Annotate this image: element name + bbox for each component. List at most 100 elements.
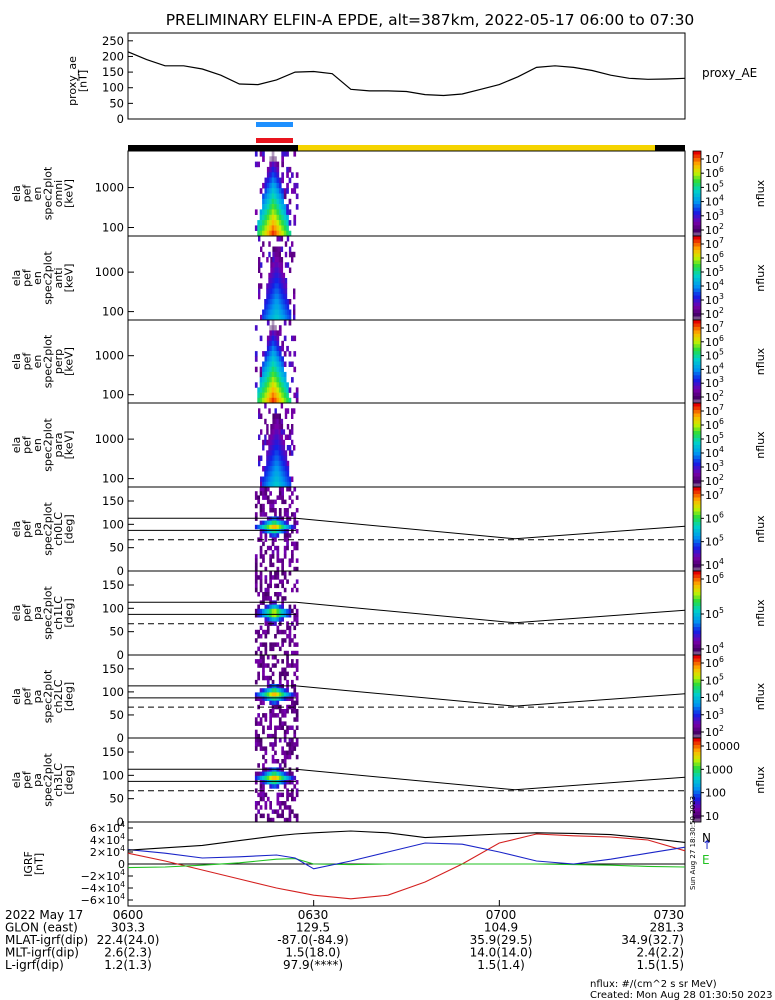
heatmap-cell — [291, 257, 294, 263]
heatmap-cell — [257, 592, 260, 597]
heatmap-cell — [274, 262, 277, 268]
heatmap-cell — [266, 471, 269, 477]
heatmap-cell — [278, 629, 282, 635]
colorbar-cell — [693, 574, 701, 579]
heatmap-cell — [254, 382, 258, 388]
heatmap-cell — [280, 278, 284, 284]
heatmap-cell — [276, 520, 280, 526]
created-note: Created: Mon Aug 28 01:30:50 2023 — [590, 990, 773, 1000]
heatmap-cell — [271, 499, 275, 505]
heatmap-cell — [274, 583, 277, 589]
heatmap-cell — [288, 692, 292, 697]
heatmap-cell — [264, 356, 268, 362]
heatmap-cell — [291, 558, 294, 563]
heatmap-cell — [283, 575, 287, 580]
spectrogram-perp — [254, 320, 299, 404]
colorbar-cell — [693, 713, 701, 718]
heatmap-cell — [283, 675, 287, 681]
heatmap-cell — [269, 571, 272, 576]
heatmap-cell — [262, 659, 265, 664]
heatmap-cell — [276, 725, 280, 730]
colorbar-cell — [693, 595, 701, 600]
heatmap-cell — [276, 476, 279, 482]
ylabel-line: perp — [52, 349, 65, 374]
heatmap-cell — [271, 754, 275, 760]
heatmap-cell — [270, 293, 273, 300]
colorbar-cell — [693, 776, 701, 781]
heatmap-cell — [280, 418, 284, 425]
ytick-label: 1000 — [95, 432, 124, 446]
heatmap-cell — [259, 738, 263, 743]
heatmap-cell — [274, 529, 277, 534]
heatmap-cell — [278, 646, 282, 652]
heatmap-cell — [283, 382, 287, 388]
heatmap-cell — [288, 775, 292, 781]
heatmap-cell — [259, 487, 263, 492]
colorbar-cell — [693, 665, 701, 670]
heatmap-cell — [280, 246, 284, 252]
heatmap-cell — [254, 738, 258, 743]
heatmap-cell — [283, 220, 287, 226]
heatmap-cell — [293, 613, 297, 618]
heatmap-cell — [271, 541, 275, 547]
heatmap-cell — [276, 278, 279, 284]
heatmap-cell — [286, 688, 289, 693]
heatmap-cell — [286, 262, 290, 268]
heatmap-cell — [295, 650, 299, 656]
ylabel-line: ela — [10, 605, 23, 622]
colorbar-cell — [693, 703, 701, 708]
heatmap-cell — [259, 700, 263, 706]
heatmap-cell — [286, 172, 289, 178]
heatmap-cell — [266, 499, 270, 505]
heatmap-cell — [278, 314, 281, 321]
heatmap-cell — [284, 283, 288, 289]
ytick-label: 100 — [102, 305, 124, 319]
heatmap-cell — [278, 377, 282, 383]
ytick-label: 1000 — [95, 349, 124, 363]
heatmap-cell — [274, 418, 277, 425]
heatmap-cell — [278, 424, 281, 430]
colorbar-cell — [693, 207, 701, 212]
heatmap-cell — [269, 397, 272, 404]
heatmap-cell — [280, 314, 284, 321]
heatmap-cell — [278, 288, 281, 294]
heatmap-cell — [282, 450, 286, 456]
heatmap-cell — [276, 230, 280, 237]
colorbar-cell — [693, 675, 701, 680]
heatmap-cell — [278, 413, 281, 419]
heatmap-cell — [259, 587, 263, 593]
colorbar-tick-label: 104 — [705, 690, 724, 705]
heatmap-cell — [271, 696, 275, 701]
heatmap-cell — [262, 314, 265, 321]
heatmap-cell — [264, 182, 268, 189]
heatmap-cell — [264, 366, 268, 373]
heatmap-cell — [271, 642, 275, 647]
heatmap-cell — [257, 397, 260, 404]
colorbar-cell — [693, 420, 701, 425]
heatmap-cell — [274, 230, 277, 237]
colorbar-cell — [693, 696, 701, 701]
heatmap-cell — [269, 382, 272, 388]
heatmap-cell — [266, 320, 270, 326]
heatmap-cell — [295, 621, 299, 626]
heatmap-cell — [262, 696, 265, 701]
heatmap-cell — [262, 445, 265, 451]
heatmap-cell — [276, 642, 280, 647]
colorbar-cell — [693, 320, 701, 324]
heatmap-cell — [295, 193, 299, 200]
units-note: nflux: #/(cm^2 s sr MeV) — [590, 979, 717, 990]
heatmap-cell — [268, 445, 271, 451]
heatmap-cell — [278, 721, 282, 726]
heatmap-cell — [281, 780, 284, 785]
heatmap-cell — [259, 813, 263, 819]
heatmap-cell — [264, 304, 267, 310]
ephem-value: 14.0(14.0) — [470, 946, 533, 960]
heatmap-cell — [270, 424, 273, 430]
heatmap-cell — [258, 288, 261, 294]
colorbar-cell — [693, 165, 701, 170]
heatmap-cell — [276, 288, 279, 294]
colorbar-cell — [693, 403, 701, 407]
heatmap-cell — [286, 476, 290, 482]
ytick-label: 50 — [109, 708, 124, 722]
